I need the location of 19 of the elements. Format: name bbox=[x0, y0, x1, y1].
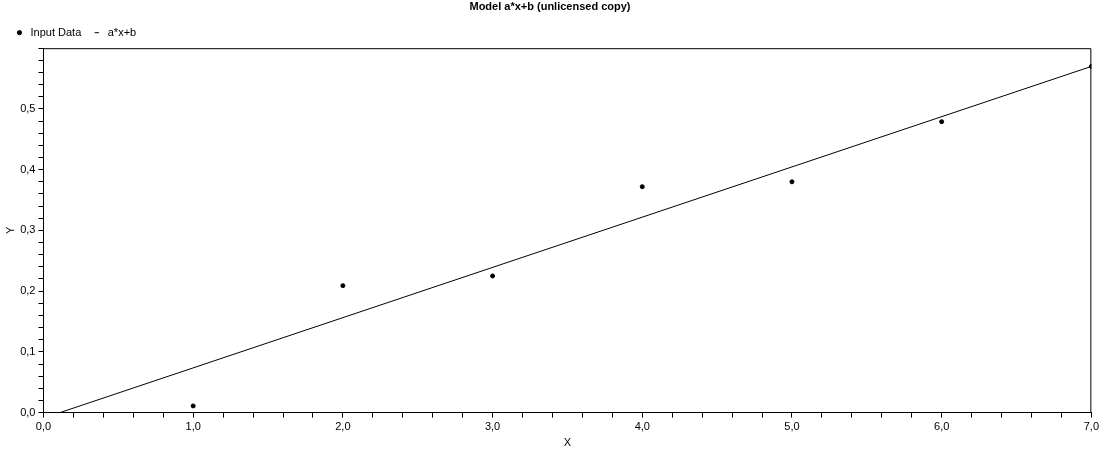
legend-label: a*x+b bbox=[107, 25, 137, 38]
x-axis-title: X bbox=[563, 436, 572, 449]
y-tick-label: 0,1 bbox=[20, 344, 36, 357]
x-tick-label: 5,0 bbox=[784, 420, 800, 433]
x-tick-label: 7,0 bbox=[1083, 420, 1099, 433]
legend-label: Input Data bbox=[30, 25, 83, 38]
x-tick-label: 0,0 bbox=[35, 420, 52, 433]
y-tick-label: 0,4 bbox=[20, 162, 36, 175]
y-tick-label: 0,5 bbox=[20, 101, 36, 114]
y-axis-title: Y bbox=[3, 226, 16, 235]
x-tick-label: 4,0 bbox=[634, 420, 650, 433]
y-tick-label: 0,3 bbox=[20, 223, 36, 236]
x-tick-label: 1,0 bbox=[185, 420, 201, 433]
x-tick-label: 6,0 bbox=[934, 420, 950, 433]
y-tick-label: 0,2 bbox=[20, 284, 36, 297]
x-tick-label: 3,0 bbox=[484, 420, 501, 433]
chart-title: Model a*x+b (unlicensed copy) bbox=[469, 0, 631, 12]
y-tick-label: 0,0 bbox=[20, 405, 36, 418]
x-tick-label: 2,0 bbox=[335, 420, 351, 433]
